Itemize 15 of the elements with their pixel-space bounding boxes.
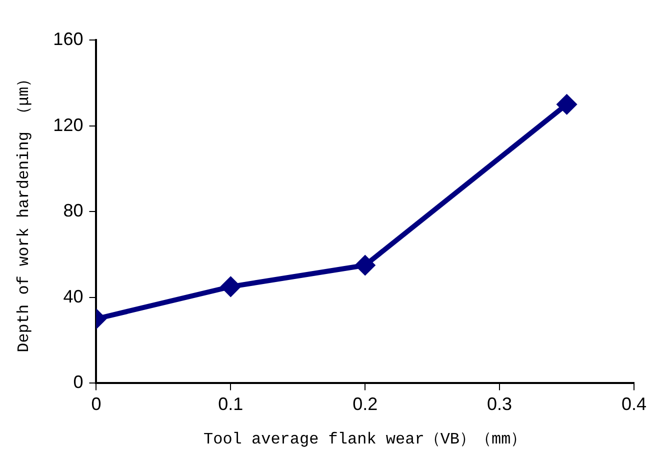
y-tick-label: 80 <box>63 200 84 221</box>
x-tick-label: 0.4 <box>621 394 647 414</box>
x-tick-label: 0.3 <box>487 394 512 414</box>
x-axis-title: Tool average flank wear（VB）（mm） <box>203 430 527 449</box>
x-tick-label: 0.2 <box>352 394 378 414</box>
y-tick-label: 160 <box>53 28 84 49</box>
x-tick-label: 0 <box>91 394 102 414</box>
point <box>557 94 576 114</box>
point <box>356 256 375 275</box>
y-tick-label: 0 <box>73 372 84 392</box>
y-tick-label: 40 <box>63 286 84 306</box>
x-tick-label: 0.1 <box>218 394 244 414</box>
point <box>221 277 240 296</box>
y-axis-title: Depth of work hardening （μm） <box>14 70 33 352</box>
y-tick-label: 120 <box>53 114 84 135</box>
